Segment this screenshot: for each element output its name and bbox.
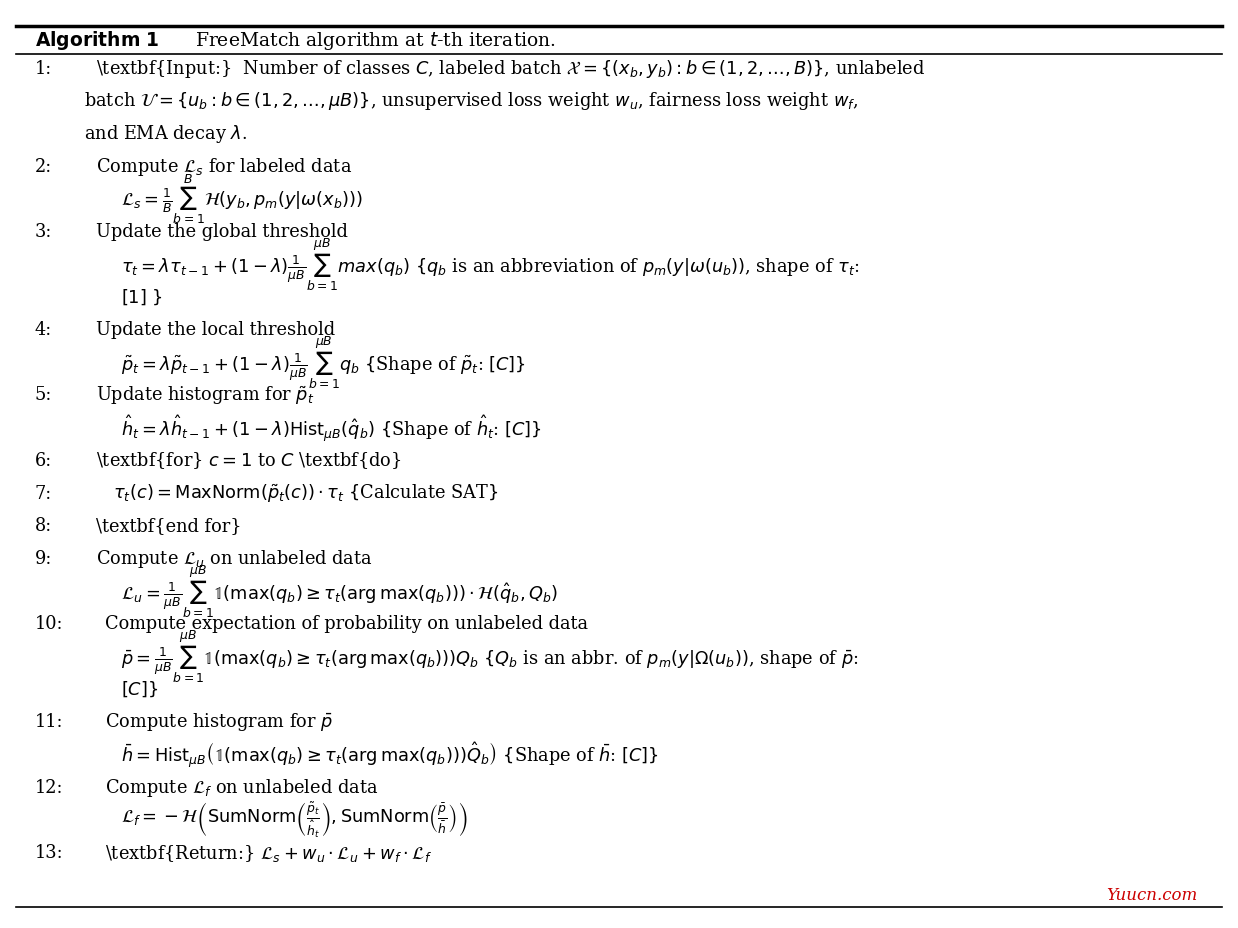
Text: 2:: 2: — [35, 158, 52, 175]
Text: \textbf{for} $c = 1$ to $C$ \textbf{do}: \textbf{for} $c = 1$ to $C$ \textbf{do} — [97, 450, 402, 470]
Text: 8:: 8: — [35, 517, 52, 535]
Text: 6:: 6: — [35, 451, 52, 470]
Text: \textbf{Return:} $\mathcal{L}_s + w_u \cdot \mathcal{L}_u + w_f \cdot \mathcal{L: \textbf{Return:} $\mathcal{L}_s + w_u \c… — [105, 842, 432, 863]
Text: 13:: 13: — [35, 844, 63, 861]
Text: and EMA decay $\lambda$.: and EMA decay $\lambda$. — [84, 122, 248, 145]
Text: 1:: 1: — [35, 59, 52, 78]
Text: 3:: 3: — [35, 223, 52, 240]
Text: 9:: 9: — [35, 549, 52, 567]
Text: Update histogram for $\tilde{p}_t$: Update histogram for $\tilde{p}_t$ — [97, 384, 314, 406]
Text: 5:: 5: — [35, 386, 52, 404]
Text: Compute expectation of probability on unlabeled data: Compute expectation of probability on un… — [105, 614, 588, 633]
Text: 11:: 11: — [35, 713, 63, 730]
Text: $\hat{h}_t = \lambda\hat{h}_{t-1} + (1-\lambda)\mathrm{Hist}_{\mu B}(\hat{q}_b)$: $\hat{h}_t = \lambda\hat{h}_{t-1} + (1-\… — [121, 412, 542, 443]
Text: $\mathbf{Algorithm\ 1}$: $\mathbf{Algorithm\ 1}$ — [35, 30, 160, 53]
Text: $[C]\}$: $[C]\}$ — [121, 679, 158, 699]
Text: batch $\mathcal{U} = \{u_b : b \in (1, 2, \ldots, \mu B)\}$, unsupervised loss w: batch $\mathcal{U} = \{u_b : b \in (1, 2… — [84, 90, 858, 112]
Text: 12:: 12: — [35, 778, 63, 796]
Text: 4:: 4: — [35, 321, 52, 339]
Text: 10:: 10: — [35, 614, 63, 633]
Text: Update the global threshold: Update the global threshold — [97, 223, 348, 240]
Text: 7:: 7: — [35, 484, 52, 502]
Text: $\tau_t = \lambda\tau_{t-1} + (1-\lambda)\frac{1}{\mu B}\sum_{b=1}^{\mu B} max(q: $\tau_t = \lambda\tau_{t-1} + (1-\lambda… — [121, 237, 859, 292]
Text: $\tilde{p}_t = \lambda\tilde{p}_{t-1} + (1-\lambda)\frac{1}{\mu B}\sum_{b=1}^{\m: $\tilde{p}_t = \lambda\tilde{p}_{t-1} + … — [121, 334, 526, 391]
Text: $\mathcal{L}_u = \frac{1}{\mu B}\sum_{b=1}^{\mu B} \mathbb{1}(\max(q_b) \geq \ta: $\mathcal{L}_u = \frac{1}{\mu B}\sum_{b=… — [121, 562, 558, 619]
Text: FreeMatch algorithm at $t$-th iteration.: FreeMatch algorithm at $t$-th iteration. — [194, 30, 556, 52]
Text: \textbf{end for}: \textbf{end for} — [97, 517, 241, 535]
Text: $\mathcal{L}_s = \frac{1}{B}\sum_{b=1}^{B} \mathcal{H}(y_b, p_m(y|\omega(x_b)))$: $\mathcal{L}_s = \frac{1}{B}\sum_{b=1}^{… — [121, 173, 363, 226]
Text: Update the local threshold: Update the local threshold — [97, 321, 335, 339]
Text: $\bar{p} = \frac{1}{\mu B}\sum_{b=1}^{\mu B} \mathbb{1}(\max(q_b) \geq \tau_t(\a: $\bar{p} = \frac{1}{\mu B}\sum_{b=1}^{\m… — [121, 628, 858, 684]
Text: Compute $\mathcal{L}_s$ for labeled data: Compute $\mathcal{L}_s$ for labeled data — [97, 156, 353, 177]
Text: \textbf{Input:}  Number of classes $C$, labeled batch $\mathcal{X} = \{(x_b, y_b: \textbf{Input:} Number of classes $C$, l… — [97, 58, 926, 80]
Text: $\bar{h} = \mathrm{Hist}_{\mu B}\left(\mathbb{1}(\max(q_b) \geq \tau_t(\arg\max(: $\bar{h} = \mathrm{Hist}_{\mu B}\left(\m… — [121, 740, 659, 769]
Text: Compute histogram for $\bar{p}$: Compute histogram for $\bar{p}$ — [105, 711, 333, 732]
Text: $\mathcal{L}_f = -\mathcal{H}\left(\mathrm{SumNorm}\left(\frac{\tilde{p}_t}{\hat: $\mathcal{L}_f = -\mathcal{H}\left(\math… — [121, 800, 468, 839]
Text: Yuucn.com: Yuucn.com — [1106, 886, 1197, 903]
Text: $\quad\tau_t(c) = \mathrm{MaxNorm}(\tilde{p}_t(c)) \cdot \tau_t$ $\{$Calculate S: $\quad\tau_t(c) = \mathrm{MaxNorm}(\tild… — [97, 482, 499, 504]
Text: Compute $\mathcal{L}_u$ on unlabeled data: Compute $\mathcal{L}_u$ on unlabeled dat… — [97, 548, 373, 569]
Text: $[1]$ $\}$: $[1]$ $\}$ — [121, 288, 163, 307]
Text: Compute $\mathcal{L}_f$ on unlabeled data: Compute $\mathcal{L}_f$ on unlabeled dat… — [105, 776, 379, 798]
